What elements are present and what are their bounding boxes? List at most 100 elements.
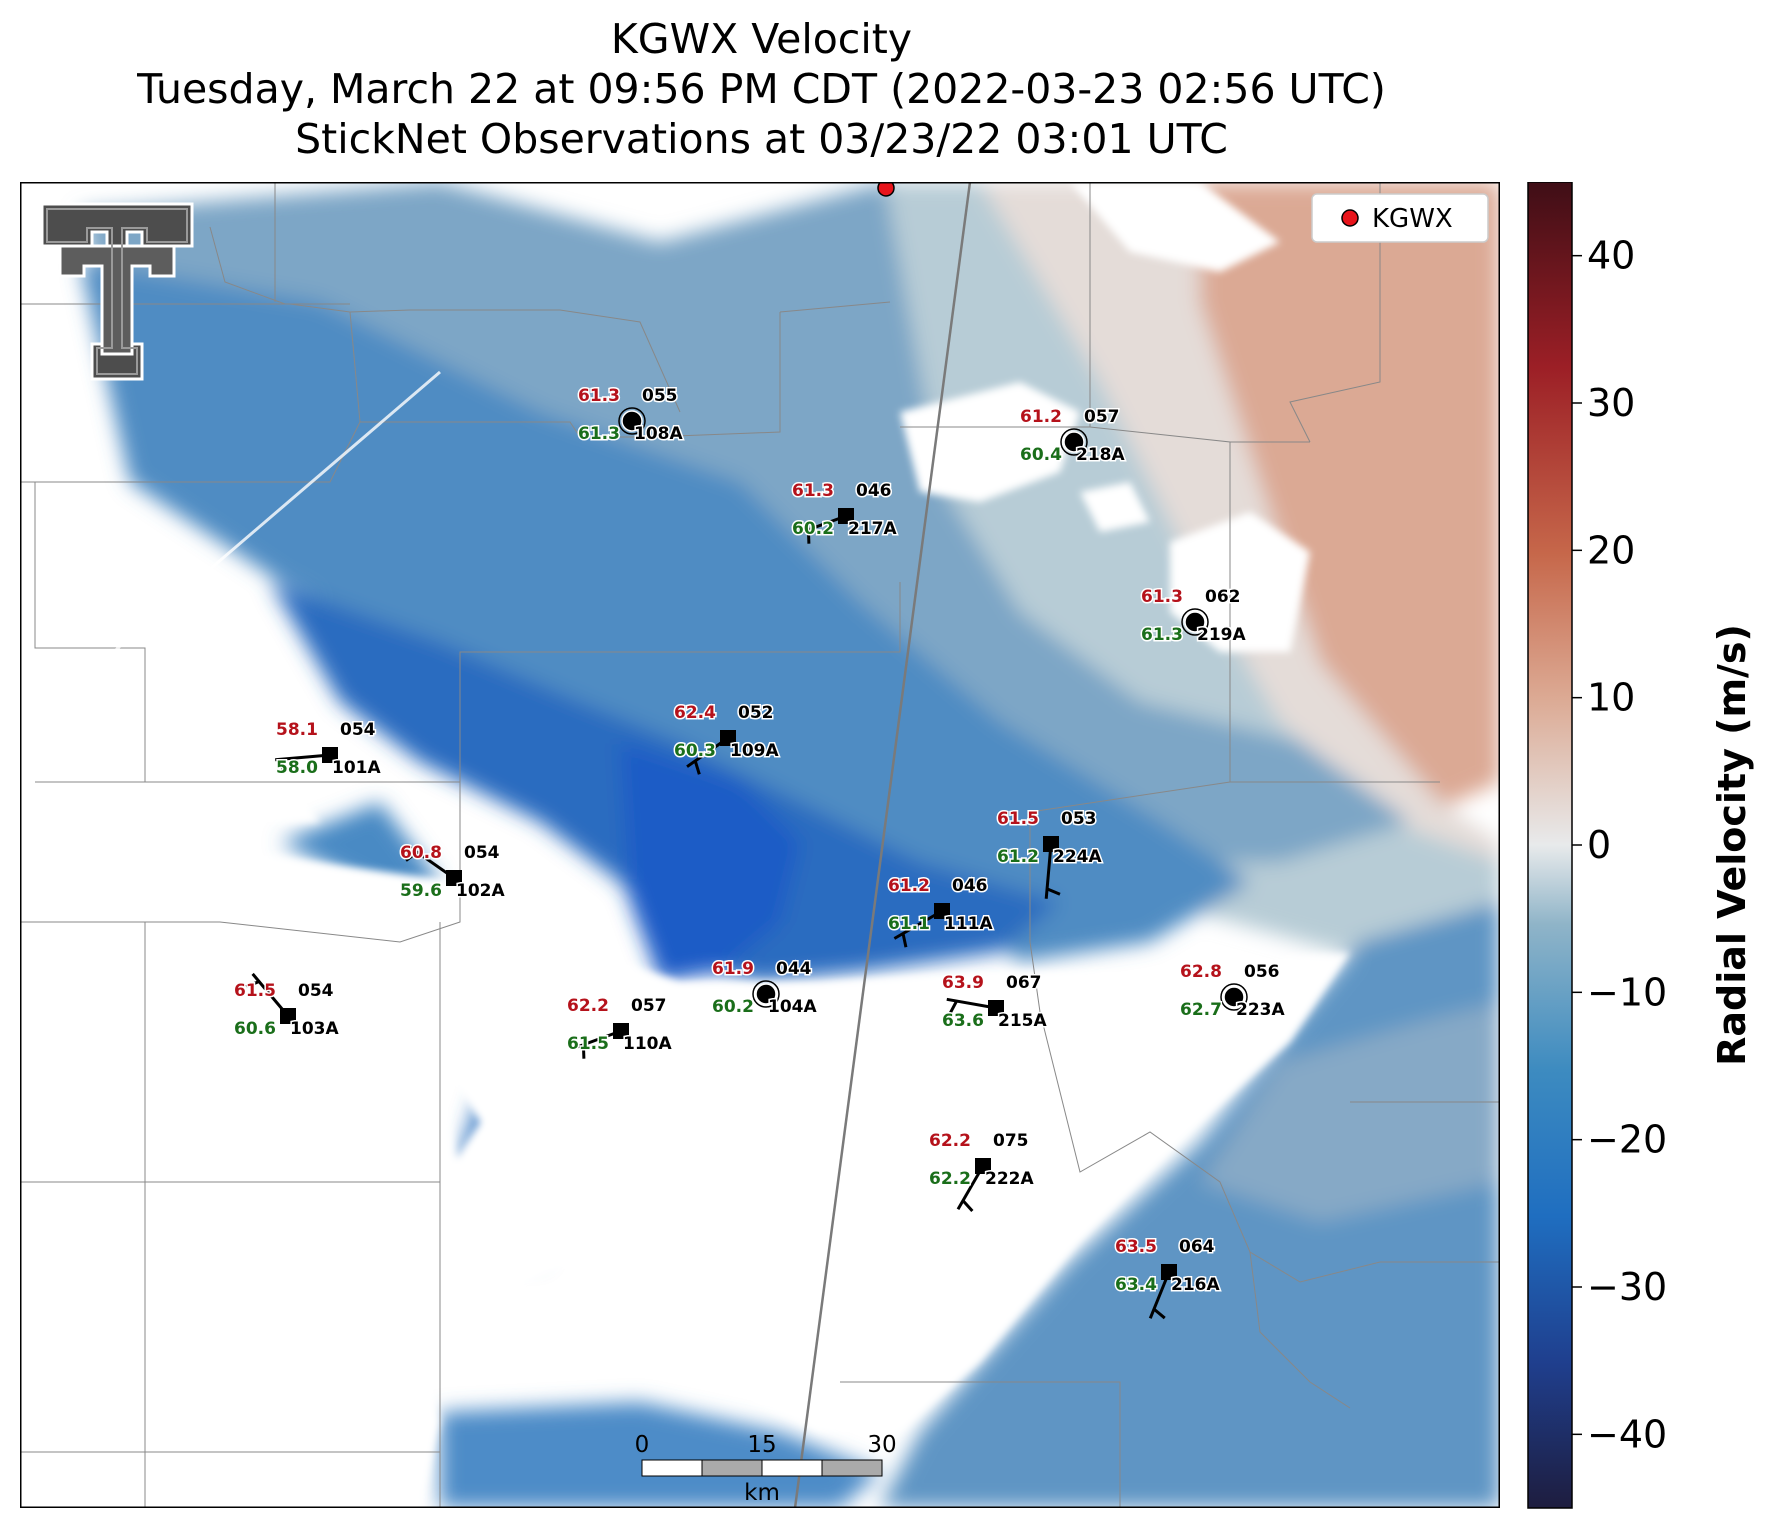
kgwx-radar-marker[interactable]	[877, 182, 895, 197]
station-temperature: 61.2	[888, 876, 930, 896]
station-dewpoint: 61.2	[997, 847, 1039, 867]
colorbar-tick-label: −10	[1587, 970, 1667, 1014]
station-id: 224A	[1053, 847, 1102, 867]
station-temperature: 58.1	[276, 720, 318, 740]
station-wind-direction: 062	[1205, 587, 1241, 607]
station-223A[interactable]: 62.8 056 62.7 223A	[1179, 961, 1287, 1022]
station-dewpoint: 60.4	[1020, 445, 1062, 465]
station-temperature: 61.5	[997, 809, 1039, 829]
station-wind-direction: 044	[776, 959, 812, 979]
station-217A[interactable]: 61.3 046 60.2 217A	[791, 480, 899, 544]
station-temperature: 62.2	[929, 1131, 971, 1151]
station-wind-direction: 046	[952, 876, 988, 896]
station-dewpoint: 60.6	[234, 1019, 276, 1039]
station-wind-direction: 057	[631, 996, 667, 1016]
station-110A[interactable]: 62.2 057 61.5 110A	[566, 995, 674, 1059]
wind-barb-flag	[280, 758, 287, 773]
station-wind-direction: 054	[340, 720, 376, 740]
wind-barb-flag	[405, 850, 419, 862]
station-temperature: 61.5	[234, 981, 276, 1001]
station-111A[interactable]: 61.2 046 61.1 111A	[887, 875, 995, 948]
chart-subtitle-time: Tuesday, March 22 at 09:56 PM CDT (2022-…	[137, 65, 1386, 113]
station-wind-direction: 057	[1084, 407, 1120, 427]
station-square-icon	[613, 1023, 629, 1039]
station-dewpoint: 61.1	[888, 914, 930, 934]
station-dewpoint: 59.6	[400, 881, 442, 901]
station-109A[interactable]: 62.4 052 60.3 109A	[673, 702, 781, 775]
station-218A[interactable]: 61.2 057 60.4 218A	[1019, 406, 1127, 467]
station-circle-icon	[621, 410, 643, 432]
station-square-icon	[975, 1158, 991, 1174]
station-108A[interactable]: 61.3 055 61.3 108A	[577, 385, 685, 446]
colorbar-tick-label: −20	[1587, 1118, 1667, 1162]
station-square-icon	[934, 903, 950, 919]
station-219A[interactable]: 61.3 062 61.3 219A	[1140, 586, 1248, 647]
scale-unit: km	[744, 1480, 780, 1506]
colorbar-tick-label: 20	[1587, 528, 1635, 572]
colorbar-tick-label: −40	[1587, 1412, 1667, 1456]
station-square-icon	[988, 1000, 1004, 1016]
wind-barb-flag	[245, 980, 260, 989]
station-dewpoint: 60.3	[674, 741, 716, 761]
station-dewpoint: 58.0	[276, 758, 318, 778]
station-222A[interactable]: 62.2 075 62.2 222A	[928, 1130, 1036, 1213]
state-border	[793, 182, 972, 1508]
wind-barb-flag	[948, 1000, 958, 1015]
station-id: 109A	[730, 741, 779, 761]
station-dewpoint: 62.7	[1180, 1000, 1222, 1020]
chart-subtitle-obs: StickNet Observations at 03/23/22 03:01 …	[295, 115, 1228, 163]
station-temperature: 61.3	[578, 386, 620, 406]
station-102A[interactable]: 60.8 054 59.6 102A	[399, 842, 507, 903]
texas-tech-logo-icon	[40, 202, 194, 381]
legend: KGWX	[1311, 193, 1489, 243]
station-circle-icon	[755, 983, 777, 1005]
station-wind-direction: 067	[1006, 973, 1042, 993]
station-dewpoint: 61.3	[578, 424, 620, 444]
wind-barb-flag	[961, 1199, 974, 1213]
radar-map[interactable]: KGWX 61.3 055 61.3 108A 61.2 057 60.4 218A 61.3 0…	[20, 182, 1500, 1508]
station-temperature: 62.8	[1180, 962, 1222, 982]
wind-barb-staff	[946, 997, 997, 1010]
stickNet-stations: 61.3 055 61.3 108A 61.2 057 60.4 218A 61.3 046 60.…	[233, 385, 1287, 1320]
scale-tick-0: 0	[635, 1432, 650, 1458]
colorbar-tick-label: −30	[1587, 1265, 1667, 1309]
station-id: 219A	[1197, 625, 1246, 645]
station-square-icon	[322, 747, 338, 763]
station-wind-direction: 054	[464, 843, 500, 863]
chart-title: KGWX Velocity	[610, 15, 913, 63]
station-101A[interactable]: 58.1 054 58.0 101A	[275, 719, 383, 780]
legend-marker-icon	[1341, 209, 1359, 227]
station-ring-icon	[618, 407, 646, 435]
colorbar-label: Radial Velocity (m/s)	[1710, 624, 1754, 1066]
station-104A[interactable]: 61.9 044 60.2 104A	[711, 958, 819, 1019]
station-square-icon	[1043, 836, 1059, 852]
station-id: 104A	[768, 997, 817, 1017]
station-id: 103A	[290, 1019, 339, 1039]
colorbar: 40 30 20 10 0 −10 −20 −30 −40 Radial Velocity (m…	[1527, 182, 1754, 1509]
colorbar-tick-label: 0	[1587, 823, 1611, 867]
station-216A[interactable]: 63.5 064 63.4 216A	[1114, 1236, 1222, 1320]
station-circle-icon	[1063, 431, 1085, 453]
station-215A[interactable]: 63.9 067 63.6 215A	[941, 972, 1049, 1033]
scale-tick-15: 15	[747, 1432, 776, 1458]
station-224A[interactable]: 61.5 053 61.2 224A	[996, 808, 1104, 899]
station-square-icon	[838, 508, 854, 524]
station-temperature: 61.2	[1020, 407, 1062, 427]
station-103A[interactable]: 61.5 054 60.6 103A	[233, 972, 341, 1041]
station-id: 102A	[456, 881, 505, 901]
station-id: 110A	[623, 1034, 672, 1054]
station-square-icon	[720, 730, 736, 746]
station-id: 218A	[1076, 445, 1125, 465]
station-wind-direction: 056	[1244, 962, 1280, 982]
colorbar-tick-label: 40	[1587, 234, 1635, 278]
wind-barb-flag	[901, 933, 908, 948]
station-wind-direction: 055	[642, 386, 678, 406]
station-id: 217A	[848, 519, 897, 539]
station-id: 215A	[998, 1011, 1047, 1031]
station-temperature: 61.3	[1141, 587, 1183, 607]
station-ring-icon	[1060, 428, 1088, 456]
station-temperature: 62.2	[567, 996, 609, 1016]
station-square-icon	[280, 1008, 296, 1024]
station-temperature: 61.9	[712, 959, 754, 979]
station-temperature: 61.3	[792, 481, 834, 501]
